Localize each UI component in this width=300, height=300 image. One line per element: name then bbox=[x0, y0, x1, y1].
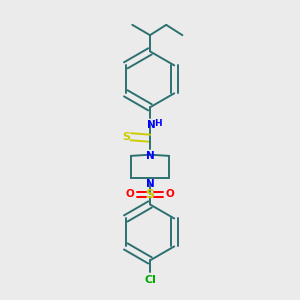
Text: Cl: Cl bbox=[144, 275, 156, 285]
Text: O: O bbox=[165, 189, 174, 199]
Text: N: N bbox=[146, 151, 154, 160]
Text: S: S bbox=[122, 132, 130, 142]
Text: H: H bbox=[154, 119, 162, 128]
Text: N: N bbox=[146, 179, 154, 189]
Text: N: N bbox=[147, 120, 156, 130]
Text: S: S bbox=[146, 188, 154, 201]
Text: O: O bbox=[126, 189, 135, 199]
